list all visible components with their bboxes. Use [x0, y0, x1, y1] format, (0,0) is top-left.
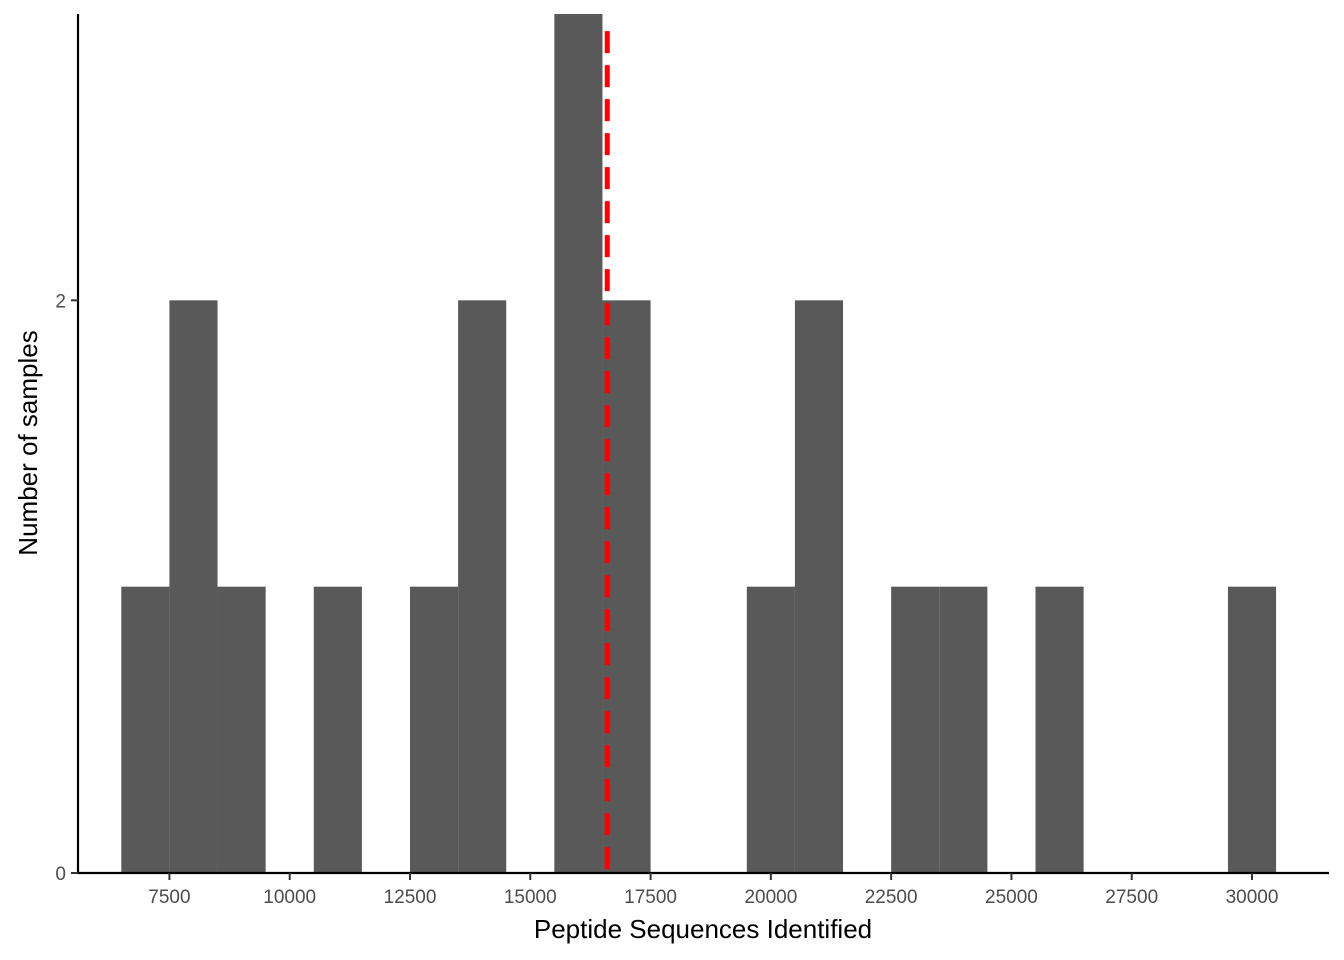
x-tick-label: 30000 [1226, 887, 1279, 908]
y-tick-label: 2 [55, 291, 66, 312]
bars-group [121, 14, 1277, 874]
histogram-bar [410, 586, 459, 873]
x-axis-title: Peptide Sequences Identified [534, 914, 872, 944]
histogram-bar [121, 586, 170, 873]
x-ticks-group: 7500 10000 12500 15000 17500 20000 22500 25000 2… [148, 873, 1278, 908]
histogram-bar [458, 300, 507, 874]
histogram-bar [169, 300, 218, 874]
x-tick-label: 7500 [148, 887, 190, 908]
histogram-bar [1035, 586, 1084, 873]
y-axis-title: Number of samples [13, 330, 43, 555]
y-tick-label: 0 [55, 864, 66, 885]
histogram-bar [313, 586, 362, 873]
axes-group [76, 14, 1329, 875]
x-tick-label: 25000 [985, 887, 1038, 908]
x-tick-label: 15000 [504, 887, 557, 908]
histogram-bar [602, 300, 651, 874]
x-tick-label: 22500 [865, 887, 918, 908]
histogram-bar [891, 586, 940, 873]
histogram-bar [554, 14, 603, 873]
x-tick-label: 12500 [384, 887, 437, 908]
x-tick-label: 10000 [263, 887, 316, 908]
histogram-bar [794, 300, 844, 874]
histogram-bar [939, 586, 988, 873]
x-tick-label: 17500 [624, 887, 677, 908]
histogram-bar [217, 586, 266, 873]
histogram-bar [1227, 586, 1277, 873]
x-tick-label: 27500 [1105, 887, 1158, 908]
x-tick-label: 20000 [744, 887, 797, 908]
histogram-bar [746, 586, 795, 873]
y-ticks-group: 02 [55, 291, 78, 885]
